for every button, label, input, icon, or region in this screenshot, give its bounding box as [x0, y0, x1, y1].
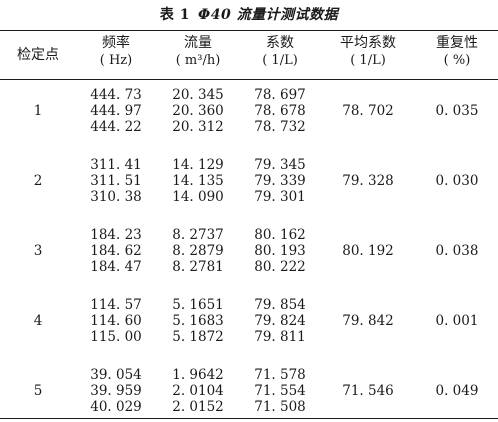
table-caption: 表 1 Φ40 流量计测试数据 — [0, 4, 498, 24]
cell-repeatability: 0. 035 — [435, 103, 479, 119]
caption-title: Φ40 流量计测试数据 — [198, 7, 339, 23]
cell-point: 2 — [33, 173, 43, 189]
cell-flow: 14. 129 14. 135 14. 090 — [156, 135, 240, 205]
cell-coefficient-value: 79. 301 — [254, 189, 306, 205]
cell-frequency: 311. 41 311. 51 310. 38 — [76, 135, 156, 205]
cell-frequency: 184. 23 184. 62 184. 47 — [76, 205, 156, 275]
header-point: 检定点 — [17, 46, 59, 63]
table-row: 1 444. 73 444. 97 444. 22 20. 345 20. 360 20. … — [0, 79, 498, 135]
cell-frequency-value: 444. 22 — [90, 119, 142, 135]
cell-point: 4 — [33, 313, 43, 329]
cell-average-coefficient: 71. 546 — [342, 383, 394, 399]
cell-average-coefficient: 80. 192 — [342, 243, 394, 259]
header-row: 检定点 频率( Hz) 流量( m³/h) 系数( 1/L) 平均系数( 1/L… — [0, 31, 498, 79]
cell-average-coefficient: 79. 328 — [342, 173, 394, 189]
cell-frequency-value: 184. 23 — [90, 227, 142, 243]
cell-frequency-value: 40. 029 — [90, 399, 142, 415]
cell-coefficient-value: 80. 162 — [254, 227, 306, 243]
cell-coefficient-value: 79. 811 — [254, 329, 306, 345]
cell-flow-value: 20. 360 — [172, 103, 224, 119]
cell-flow-value: 20. 312 — [172, 119, 224, 135]
cell-coefficient-value: 79. 854 — [254, 297, 306, 313]
cell-frequency-value: 114. 60 — [90, 313, 142, 329]
cell-coefficient-value: 80. 193 — [254, 243, 306, 259]
cell-repeatability: 0. 001 — [435, 313, 479, 329]
cell-frequency-value: 39. 054 — [90, 367, 142, 383]
bottom-rule — [0, 418, 498, 420]
cell-flow-value: 5. 1683 — [172, 313, 224, 329]
cell-point: 5 — [33, 383, 43, 399]
cell-coefficient-value: 78. 732 — [254, 119, 306, 135]
cell-point: 1 — [33, 103, 43, 119]
cell-coefficient-value: 71. 508 — [254, 399, 306, 415]
cell-coefficient: 71. 578 71. 554 71. 508 — [240, 345, 320, 415]
cell-frequency-value: 444. 73 — [90, 87, 142, 103]
cell-frequency-value: 184. 62 — [90, 243, 142, 259]
cell-coefficient-value: 71. 578 — [254, 367, 306, 383]
table-row: 5 39. 054 39. 959 40. 029 1. 9642 2. 0104 2. 0… — [0, 345, 498, 415]
cell-flow-value: 14. 090 — [172, 189, 224, 205]
cell-average-coefficient: 78. 702 — [342, 103, 394, 119]
cell-flow-value: 8. 2737 — [172, 227, 224, 243]
cell-frequency-value: 184. 47 — [90, 259, 142, 275]
cell-average-coefficient: 79. 842 — [342, 313, 394, 329]
cell-coefficient: 79. 854 79. 824 79. 811 — [240, 275, 320, 345]
cell-frequency-value: 444. 97 — [90, 103, 142, 119]
cell-flow-value: 8. 2879 — [172, 243, 224, 259]
header-flow: 流量( m³/h) — [175, 35, 221, 68]
cell-flow: 8. 2737 8. 2879 8. 2781 — [156, 205, 240, 275]
header-repeatability: 重复性( %) — [436, 35, 478, 68]
cell-point: 3 — [33, 243, 43, 259]
cell-frequency-value: 39. 959 — [90, 383, 142, 399]
cell-frequency: 39. 054 39. 959 40. 029 — [76, 345, 156, 415]
cell-flow: 5. 1651 5. 1683 5. 1872 — [156, 275, 240, 345]
caption-prefix: 表 1 — [159, 7, 191, 23]
table-row: 3 184. 23 184. 62 184. 47 8. 2737 8. 2879 8. 2… — [0, 205, 498, 275]
cell-coefficient: 78. 697 78. 678 78. 732 — [240, 79, 320, 135]
cell-flow-value: 14. 135 — [172, 173, 224, 189]
cell-repeatability: 0. 049 — [435, 383, 479, 399]
cell-flow-value: 5. 1872 — [172, 329, 224, 345]
top-rule — [0, 30, 498, 32]
header-rule — [0, 79, 498, 80]
cell-repeatability: 0. 038 — [435, 243, 479, 259]
cell-frequency: 114. 57 114. 60 115. 00 — [76, 275, 156, 345]
cell-flow-value: 1. 9642 — [172, 367, 224, 383]
cell-flow-value: 2. 0152 — [172, 399, 224, 415]
cell-flow: 1. 9642 2. 0104 2. 0152 — [156, 345, 240, 415]
cell-coefficient: 80. 162 80. 193 80. 222 — [240, 205, 320, 275]
cell-repeatability: 0. 030 — [435, 173, 479, 189]
data-table: 检定点 频率( Hz) 流量( m³/h) 系数( 1/L) 平均系数( 1/L… — [0, 31, 498, 415]
cell-coefficient-value: 79. 824 — [254, 313, 306, 329]
cell-frequency-value: 115. 00 — [90, 329, 142, 345]
cell-flow-value: 5. 1651 — [172, 297, 224, 313]
cell-flow-value: 14. 129 — [172, 157, 224, 173]
cell-flow-value: 2. 0104 — [172, 383, 224, 399]
cell-coefficient-value: 80. 222 — [254, 259, 306, 275]
cell-flow-value: 20. 345 — [172, 87, 224, 103]
cell-frequency-value: 311. 41 — [90, 157, 142, 173]
header-frequency: 频率( Hz) — [99, 35, 133, 68]
cell-frequency: 444. 73 444. 97 444. 22 — [76, 79, 156, 135]
table-row: 4 114. 57 114. 60 115. 00 5. 1651 5. 1683 5. 1… — [0, 275, 498, 345]
cell-coefficient-value: 79. 339 — [254, 173, 306, 189]
header-coefficient: 系数( 1/L) — [262, 35, 298, 68]
cell-coefficient-value: 79. 345 — [254, 157, 306, 173]
table-row: 2 311. 41 311. 51 310. 38 14. 129 14. 135 14. … — [0, 135, 498, 205]
cell-flow-value: 8. 2781 — [172, 259, 224, 275]
header-average-coefficient: 平均系数( 1/L) — [340, 35, 396, 68]
cell-frequency-value: 114. 57 — [90, 297, 142, 313]
cell-coefficient: 79. 345 79. 339 79. 301 — [240, 135, 320, 205]
cell-coefficient-value: 78. 697 — [254, 87, 306, 103]
cell-frequency-value: 310. 38 — [90, 189, 142, 205]
cell-coefficient-value: 78. 678 — [254, 103, 306, 119]
cell-coefficient-value: 71. 554 — [254, 383, 306, 399]
cell-frequency-value: 311. 51 — [90, 173, 142, 189]
cell-flow: 20. 345 20. 360 20. 312 — [156, 79, 240, 135]
